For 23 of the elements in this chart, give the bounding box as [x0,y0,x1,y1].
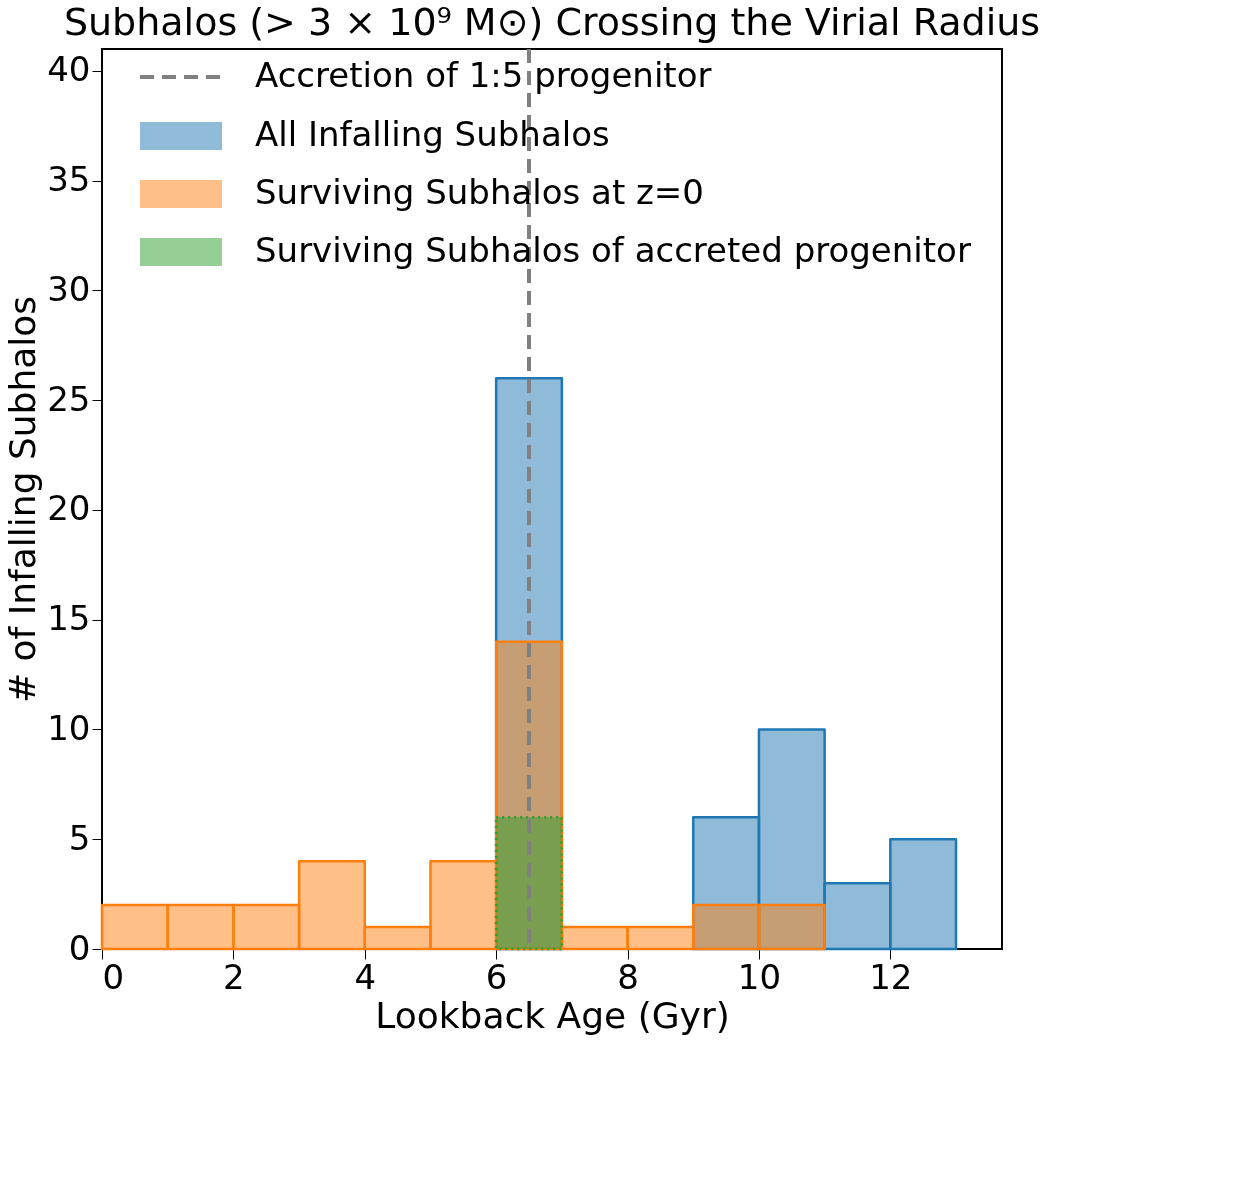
annotation: Accretion of 1:5 progenitor [255,55,712,95]
x-tick-label: 10 [737,956,782,997]
x-tick-label: 2 [223,956,245,997]
legend-label: Surviving Subhalos at z=0 [255,172,704,212]
y-tick-label: 0 [68,927,91,968]
y-tick-label: 20 [47,488,91,529]
x-tick-label: 6 [485,956,508,997]
x-tick-label: 4 [354,956,377,997]
legend-label: Surviving Subhalos of accreted progenitor [255,230,971,270]
y-tick-label: 5 [68,817,91,858]
y-tick-label: 35 [47,159,91,200]
x-axis-title: Lookback Age (Gyr) [375,994,730,1036]
legend-label: All Infalling Subhalos [255,114,610,154]
y-tick-label: 25 [47,378,91,419]
x-tick-label: 8 [617,956,639,997]
y-tick-label: 10 [47,707,91,748]
x-tick-label: 0 [102,956,125,997]
y-axis-title: # of Infalling Subhalos [2,295,44,704]
y-tick-label: 30 [47,268,91,309]
y-tick-label: 15 [47,598,91,639]
x-tick-label: 12 [869,956,913,997]
chart-title: Subhalos (> 3 × 10⁹ M⊙) Crossing the Virial Radius [63,0,1041,44]
y-tick-label: 40 [47,49,91,90]
